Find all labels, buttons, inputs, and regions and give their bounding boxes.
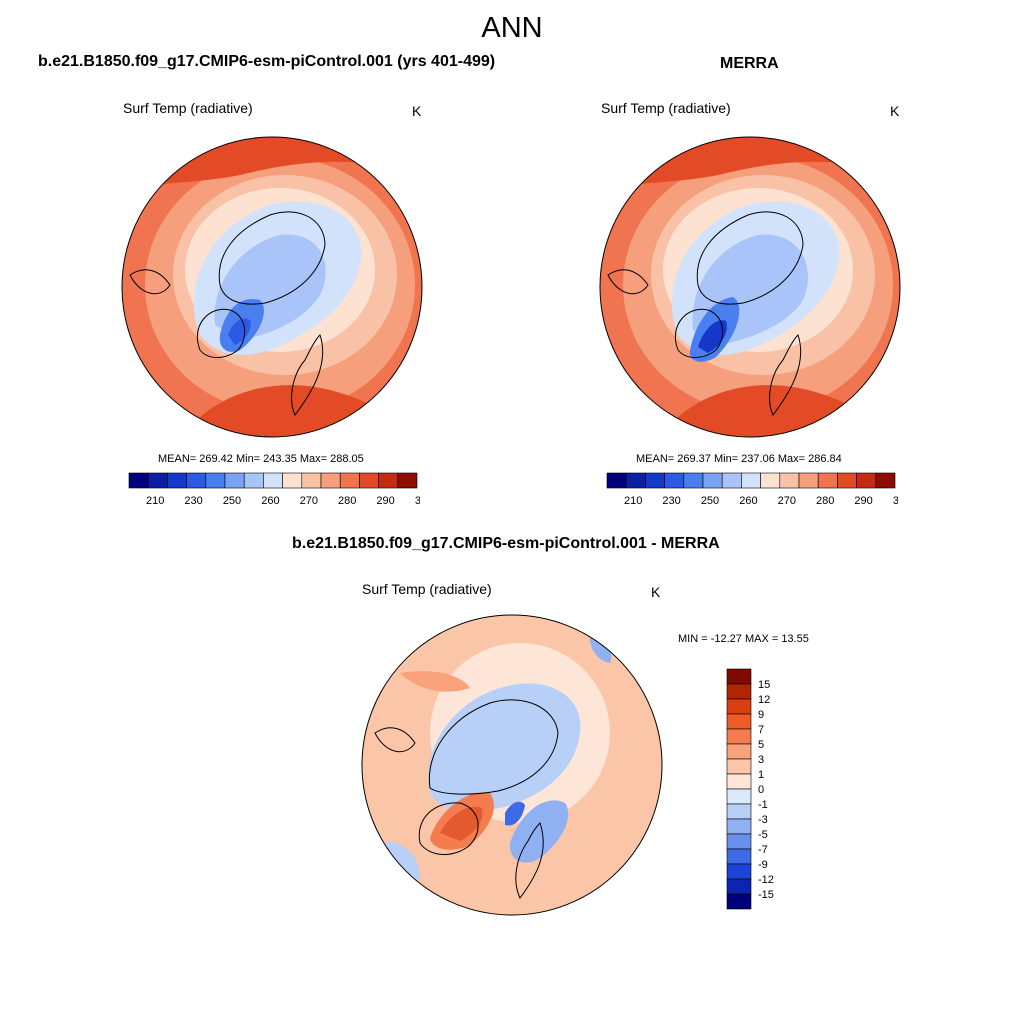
panel-3-colorbar-tick-label: 1 xyxy=(758,769,764,781)
panel-3-colorbar-tick-label: -1 xyxy=(758,799,768,811)
panel-3-units-label: K xyxy=(651,584,661,600)
panel-2-colorbar-swatch xyxy=(606,472,627,489)
panel-3-colorbar-swatch xyxy=(726,728,752,745)
panel-1-colorbar-swatch xyxy=(301,472,322,489)
panel-3-colorbar-swatch xyxy=(726,863,752,880)
panel-1-colorbar-swatch xyxy=(397,472,418,489)
panel-2-colorbar-swatch xyxy=(875,472,896,489)
panel-2-colorbar-tick-label: 250 xyxy=(701,495,719,507)
panel-3-title: b.e21.B1850.f09_g17.CMIP6-esm-piControl.… xyxy=(292,535,720,552)
panel-2-colorbar-swatch xyxy=(741,472,761,489)
panel-3-colorbar-tick-label: -3 xyxy=(758,814,768,826)
panel-3-colorbar-swatch xyxy=(726,668,752,685)
panel-1-colorbar-swatch xyxy=(186,472,207,489)
panel-3-colorbar-swatch xyxy=(726,713,752,730)
panel-3-variable-label: Surf Temp (radiative) xyxy=(362,581,492,597)
panel-2-units-label: K xyxy=(890,103,900,119)
panel-3-colorbar-tick-label: -12 xyxy=(758,874,774,886)
panel-1-colorbar-swatch xyxy=(378,472,399,489)
panel-1-colorbar-tick-label: 290 xyxy=(376,495,394,507)
panel-1-colorbar-swatch xyxy=(167,472,187,489)
panel-1-colorbar-tick-label: 300 xyxy=(415,495,420,507)
panel-2-colorbar-swatch xyxy=(817,472,838,489)
panel-1-colorbar-tick-label: 250 xyxy=(223,495,241,507)
panel-2-colorbar-tick-label: 230 xyxy=(662,495,680,507)
panel-1-title: b.e21.B1850.f09_g17.CMIP6-esm-piControl.… xyxy=(38,53,496,70)
panel-3-colorbar-tick-label: 12 xyxy=(758,694,770,706)
panel-2-colorbar-swatch xyxy=(683,472,704,489)
panel-1-stats: MEAN= 269.42 Min= 243.35 Max= 288.05 xyxy=(158,453,364,465)
panel-1-colorbar-tick-label: 260 xyxy=(261,495,279,507)
figure-title: ANN xyxy=(481,12,543,44)
panel-2-colorbar-tick-label: 270 xyxy=(778,495,796,507)
panel-2-colorbar-swatch xyxy=(664,472,685,489)
panel-2-colorbar-tick-label: 300 xyxy=(893,495,898,507)
panel-2-colorbar-swatch xyxy=(645,472,665,489)
panel-2-colorbar-swatch xyxy=(779,472,800,489)
panel-2-variable-label: Surf Temp (radiative) xyxy=(601,100,731,116)
panel-1-colorbar-swatch xyxy=(243,472,264,489)
panel-2-colorbar-swatch xyxy=(721,472,742,489)
panel-1-variable-label: Surf Temp (radiative) xyxy=(123,100,253,116)
panel-3-colorbar-swatch xyxy=(726,788,752,805)
panel-1-colorbar-swatch xyxy=(320,472,341,489)
panel-3-colorbar-swatch xyxy=(726,758,752,775)
panel-2-colorbar-swatch xyxy=(798,472,819,489)
panel-3-colorbar-tick-label: 5 xyxy=(758,739,764,751)
panel-1-colorbar-swatch xyxy=(263,472,283,489)
panel-2-stats: MEAN= 269.37 Min= 237.06 Max= 286.84 xyxy=(636,453,842,465)
panel-3-colorbar-tick-label: 3 xyxy=(758,754,764,766)
panel-3-colorbar-tick-label: 15 xyxy=(758,679,770,691)
panel-3-polar-map xyxy=(361,614,663,916)
panel-3-colorbar-tick-label: -5 xyxy=(758,829,768,841)
panel-2-colorbar-tick-label: 280 xyxy=(816,495,834,507)
panel-1-polar-map xyxy=(121,136,423,438)
panel-2-colorbar-swatch xyxy=(625,472,646,489)
panel-3-colorbar-swatch xyxy=(726,803,752,820)
panel-2-colorbar-swatch xyxy=(760,472,781,489)
panel-1-colorbar-swatch xyxy=(128,472,149,489)
panel-3-colorbar-tick-label: -9 xyxy=(758,859,768,871)
panel-3-colorbar-swatch xyxy=(726,698,752,715)
panel-2-colorbar: 210 230 250 260 270 280 290 300 xyxy=(606,472,898,507)
panel-1-colorbar-swatch xyxy=(205,472,226,489)
panel-3-colorbar-swatch xyxy=(726,878,752,895)
panel-3-colorbar-swatch xyxy=(726,683,752,700)
panel-2-colorbar-tick-label: 210 xyxy=(624,495,642,507)
panel-3-colorbar-swatch xyxy=(726,743,752,760)
panel-2-title: MERRA xyxy=(720,55,779,72)
panel-2-colorbar-swatch xyxy=(837,472,857,489)
panel-2-colorbar-tick-label: 260 xyxy=(739,495,757,507)
panel-3-stats: MIN = -12.27 MAX = 13.55 xyxy=(678,633,809,645)
panel-3-colorbar-swatch xyxy=(726,848,752,865)
panel-3-colorbar-tick-label: 9 xyxy=(758,709,764,721)
panel-2-colorbar-swatch xyxy=(702,472,723,489)
panel-3-colorbar: 15 12 9 7 5 3 1 0 -1 -3 -5 -7 -9 -12 -15 xyxy=(726,668,774,910)
panel-2-colorbar-tick-label: 290 xyxy=(854,495,872,507)
panel-3-colorbar-swatch xyxy=(726,818,752,835)
panel-3-colorbar-tick-label: 7 xyxy=(758,724,764,736)
panel-1-colorbar: 210 230 250 260 270 280 290 300 xyxy=(128,472,420,507)
panel-3-colorbar-tick-label: -7 xyxy=(758,844,768,856)
panel-1-colorbar-tick-label: 270 xyxy=(300,495,318,507)
panel-2-polar-map xyxy=(599,136,901,438)
panel-1-colorbar-tick-label: 230 xyxy=(184,495,202,507)
panel-1-colorbar-swatch xyxy=(224,472,245,489)
panel-3-colorbar-tick-label: -15 xyxy=(758,889,774,901)
panel-1-colorbar-swatch xyxy=(359,472,379,489)
panel-1-colorbar-swatch xyxy=(282,472,303,489)
panel-3-colorbar-tick-label: 0 xyxy=(758,784,764,796)
panel-3-colorbar-swatch xyxy=(726,833,752,850)
panel-1-colorbar-swatch xyxy=(339,472,360,489)
panel-1-colorbar-swatch xyxy=(147,472,168,489)
panel-1-colorbar-tick-label: 210 xyxy=(146,495,164,507)
panel-3-colorbar-swatch xyxy=(726,773,752,790)
panel-1-colorbar-tick-label: 280 xyxy=(338,495,356,507)
panel-3-colorbar-swatch xyxy=(726,893,752,910)
panel-2-colorbar-swatch xyxy=(856,472,877,489)
panel-1-units-label: K xyxy=(412,103,422,119)
